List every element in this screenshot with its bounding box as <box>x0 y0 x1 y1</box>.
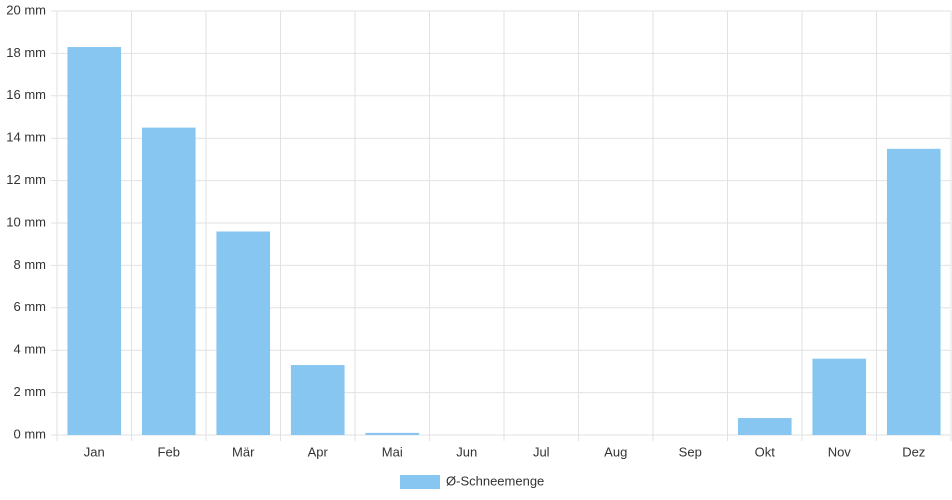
y-tick-label: 14 mm <box>6 130 46 145</box>
y-tick-label: 2 mm <box>14 384 47 399</box>
bar <box>141 127 196 435</box>
y-tick-label: 0 mm <box>14 426 47 441</box>
x-tick-label: Sep <box>679 444 702 459</box>
y-tick-label: 18 mm <box>6 45 46 60</box>
legend-swatch <box>400 475 440 489</box>
x-tick-label: Mai <box>382 444 403 459</box>
bar <box>67 47 122 435</box>
bar <box>812 358 867 435</box>
x-tick-label: Nov <box>828 444 852 459</box>
y-tick-label: 12 mm <box>6 172 46 187</box>
bar <box>737 418 792 435</box>
y-tick-label: 4 mm <box>14 342 47 357</box>
x-tick-label: Dez <box>902 444 925 459</box>
bar <box>365 432 420 435</box>
x-tick-label: Apr <box>308 444 329 459</box>
bar <box>886 148 941 436</box>
x-tick-label: Jan <box>84 444 105 459</box>
x-tick-label: Jul <box>533 444 550 459</box>
y-tick-label: 16 mm <box>6 87 46 102</box>
x-tick-label: Jun <box>456 444 477 459</box>
bar <box>290 365 345 435</box>
x-tick-label: Feb <box>158 444 180 459</box>
x-tick-label: Okt <box>755 444 776 459</box>
x-tick-label: Mär <box>232 444 255 459</box>
y-tick-label: 20 mm <box>6 2 46 17</box>
y-tick-label: 10 mm <box>6 214 46 229</box>
y-tick-label: 8 mm <box>14 257 47 272</box>
y-tick-label: 6 mm <box>14 299 47 314</box>
bar <box>216 231 271 435</box>
x-tick-label: Aug <box>604 444 627 459</box>
legend-label: Ø-Schneemenge <box>446 473 544 488</box>
